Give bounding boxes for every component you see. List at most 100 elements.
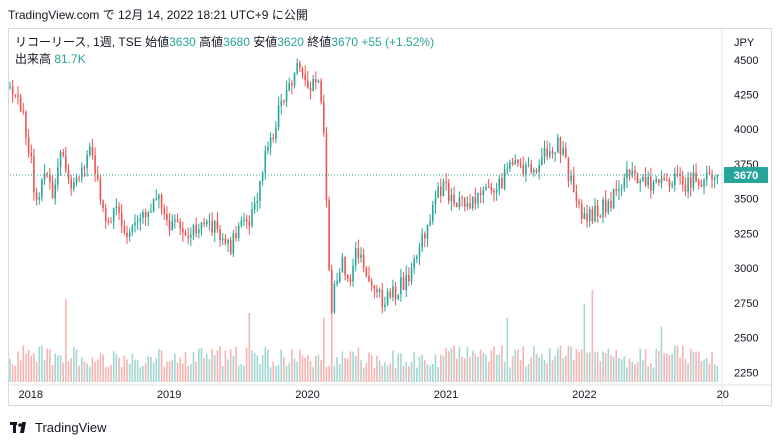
candle-body <box>559 137 562 155</box>
volume-bar <box>136 359 139 382</box>
volume-bar <box>612 356 615 382</box>
volume-bar <box>711 351 713 382</box>
legend-volume: 81.7K <box>54 52 86 66</box>
volume-bar <box>88 366 91 382</box>
volume-bar <box>30 355 33 382</box>
volume-bar <box>522 346 525 382</box>
candle-body <box>235 233 237 239</box>
volume-bar <box>221 366 224 382</box>
volume-bar <box>248 313 251 382</box>
candle-body <box>525 164 527 175</box>
candle-body <box>192 224 195 235</box>
candle-body <box>596 205 599 217</box>
volume-bar <box>38 346 41 382</box>
volume-bar <box>179 357 181 382</box>
candle-body <box>580 204 583 219</box>
candle-body <box>136 221 139 223</box>
candle-body <box>402 277 405 291</box>
volume-bar <box>495 354 498 382</box>
volume-bar <box>322 317 325 382</box>
candle-body <box>46 173 49 175</box>
candle-body <box>445 181 447 183</box>
volume-bar <box>128 363 131 382</box>
candle-body <box>344 256 346 275</box>
volume-bar <box>644 349 647 382</box>
volume-bar <box>506 317 509 382</box>
legend-ohlc-row: リコーリース, 1週, TSE 始値3630 高値3680 安値3620 終値3… <box>15 34 434 51</box>
candle-body <box>221 238 224 241</box>
candle-body <box>17 95 19 97</box>
volume-bar <box>277 364 280 382</box>
candle-body <box>139 217 142 222</box>
volume-bar <box>421 354 423 382</box>
legend-symbol: リコーリース, 1週, TSE <box>15 35 142 49</box>
candle-body <box>370 281 373 286</box>
volume-bar <box>43 360 46 382</box>
candle-body <box>591 209 594 222</box>
chart-frame <box>8 28 772 406</box>
candle-body <box>357 248 360 258</box>
volume-bar <box>418 356 421 382</box>
currency-label: JPY <box>734 37 755 49</box>
volume-bar <box>134 359 136 382</box>
volume-bar <box>147 355 150 382</box>
volume-bar <box>626 367 628 382</box>
candle-body <box>572 175 575 192</box>
candle-body <box>392 286 394 297</box>
volume-bar <box>392 350 394 382</box>
volume-bar <box>144 362 147 382</box>
candle-body <box>594 205 596 222</box>
candle-body <box>485 186 487 190</box>
candle-body <box>330 269 333 313</box>
volume-bar <box>346 358 349 382</box>
candle-body <box>43 173 46 180</box>
candle-body <box>118 206 120 213</box>
price-tick-label: 4000 <box>734 124 758 136</box>
candle-body <box>554 152 556 154</box>
candle-body <box>394 286 397 300</box>
volume-bar <box>200 347 203 382</box>
candle-body <box>198 229 200 234</box>
volume-bar <box>333 365 336 382</box>
volume-bar <box>384 362 386 382</box>
candle-body <box>88 146 91 156</box>
volume-bar <box>527 363 530 382</box>
candle-body <box>450 194 453 202</box>
candle-body <box>272 137 275 139</box>
volume-bar <box>525 366 527 382</box>
volume-bar <box>538 357 540 382</box>
footer-brand[interactable]: TradingView <box>10 420 107 435</box>
candle-body <box>620 188 623 190</box>
volume-bar <box>498 354 501 382</box>
volume-bar <box>642 360 644 382</box>
candle-body <box>679 173 681 176</box>
candle-body <box>429 221 431 226</box>
candle-body <box>128 232 131 238</box>
candle-body <box>522 165 525 175</box>
volume-bar <box>51 365 54 382</box>
time-tick-label: 2021 <box>434 389 458 401</box>
volume-bar <box>519 360 522 382</box>
candle-body <box>168 220 171 231</box>
candle-body <box>639 181 642 184</box>
candle-body <box>57 167 59 185</box>
candle-body <box>155 198 158 200</box>
volume-bar <box>235 346 237 382</box>
candle-body <box>416 256 418 259</box>
volume-bar <box>78 365 80 382</box>
volume-bar <box>264 346 267 382</box>
footer-brand-label: TradingView <box>35 420 107 435</box>
volume-bar <box>604 352 607 382</box>
volume-bar <box>477 356 479 382</box>
volume-bar <box>320 360 322 382</box>
volume-bar <box>190 364 192 382</box>
volume-bar <box>676 345 679 382</box>
candle-body <box>681 175 684 185</box>
candle-body <box>75 177 78 183</box>
candle-body <box>575 191 578 202</box>
candle-body <box>655 179 657 183</box>
volume-bar <box>251 350 253 382</box>
volume-bar <box>490 350 493 382</box>
candle-body <box>713 177 716 180</box>
